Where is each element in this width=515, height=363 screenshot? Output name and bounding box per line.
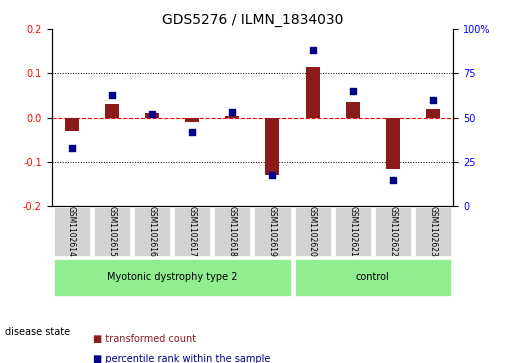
Text: GSM1102619: GSM1102619 [268,206,277,257]
Point [308,48,317,53]
FancyBboxPatch shape [415,207,451,256]
FancyBboxPatch shape [134,207,170,256]
Point [349,88,357,94]
Text: GSM1102615: GSM1102615 [107,206,116,257]
Text: disease state: disease state [5,327,70,337]
Text: GSM1102620: GSM1102620 [308,206,317,257]
Text: GSM1102621: GSM1102621 [348,207,357,257]
Text: GSM1102622: GSM1102622 [388,207,398,257]
Text: Myotonic dystrophy type 2: Myotonic dystrophy type 2 [107,272,237,282]
Bar [185,118,199,122]
FancyBboxPatch shape [254,207,290,256]
Text: GSM1102614: GSM1102614 [67,206,76,257]
Point [268,172,277,178]
Bar [145,113,159,118]
Text: GSM1102623: GSM1102623 [428,206,438,257]
Text: ■ transformed count: ■ transformed count [93,334,196,344]
FancyBboxPatch shape [375,207,411,256]
Bar [305,67,320,118]
Bar [426,109,440,118]
Text: ■ percentile rank within the sample: ■ percentile rank within the sample [93,354,270,363]
Point [228,110,236,115]
FancyBboxPatch shape [214,207,250,256]
Text: GSM1102616: GSM1102616 [147,206,157,257]
Point [429,97,437,103]
Point [67,145,76,151]
FancyBboxPatch shape [174,207,210,256]
FancyBboxPatch shape [295,207,331,256]
Point [188,129,196,135]
Point [148,111,156,117]
Point [108,92,116,98]
FancyBboxPatch shape [295,259,451,295]
Text: control: control [356,272,390,282]
FancyBboxPatch shape [54,207,90,256]
FancyBboxPatch shape [94,207,130,256]
Bar [225,115,239,118]
Bar [386,118,400,169]
Text: GSM1102618: GSM1102618 [228,207,237,257]
Point [389,177,397,183]
Title: GDS5276 / ILMN_1834030: GDS5276 / ILMN_1834030 [162,13,343,26]
Text: GSM1102617: GSM1102617 [187,206,197,257]
FancyBboxPatch shape [335,207,371,256]
Bar [105,105,119,118]
Bar [64,118,79,131]
Bar [346,102,360,118]
FancyBboxPatch shape [54,259,290,295]
Bar [265,118,280,175]
